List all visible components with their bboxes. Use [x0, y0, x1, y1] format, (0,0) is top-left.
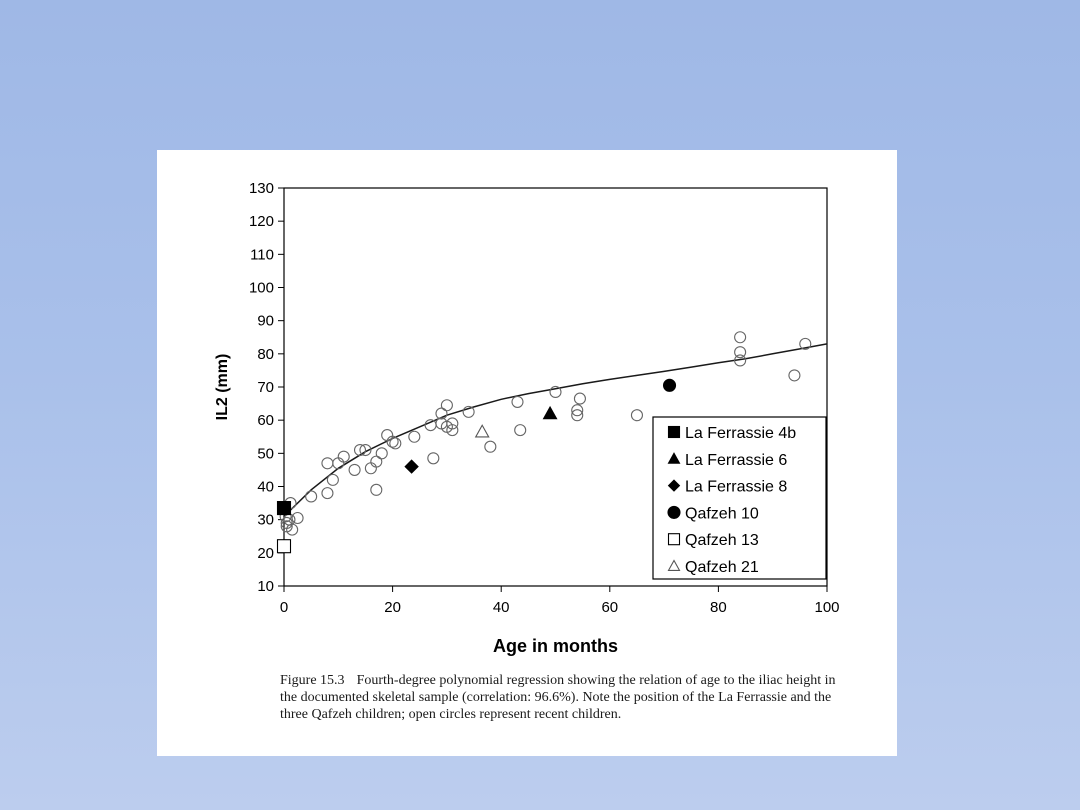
recent-children-point-41 — [734, 331, 747, 344]
qafzeh-10-point-0 — [662, 378, 677, 392]
recent-children-point-22 — [389, 437, 402, 450]
x-tick-label-80: 80 — [710, 599, 727, 616]
la-ferrassie-4b-point-0 — [276, 501, 292, 516]
x-tick-label-60: 60 — [601, 599, 618, 616]
recent-children-point-36 — [549, 385, 562, 399]
recent-children-point-31 — [446, 424, 459, 437]
legend-marker-qafzeh-13 — [667, 533, 681, 546]
recent-children-point-26 — [435, 407, 448, 420]
recent-children-point-23 — [408, 430, 421, 443]
recent-children-point-43 — [734, 354, 747, 367]
recent-children-point-35 — [514, 424, 527, 437]
recent-children-point-30 — [446, 417, 459, 430]
recent-children-point-42 — [734, 346, 747, 359]
y-tick-label-40: 40 — [257, 479, 274, 496]
recent-children-point-20 — [381, 429, 394, 442]
recent-children-point-39 — [573, 392, 586, 405]
x-tick-label-40: 40 — [493, 599, 510, 616]
y-tick-label-70: 70 — [257, 379, 274, 396]
recent-children-point-13 — [348, 463, 361, 476]
recent-children-point-21 — [386, 435, 399, 448]
y-tick-label-90: 90 — [257, 313, 274, 330]
x-axis-title: Age in months — [493, 636, 618, 656]
regression-curve — [283, 343, 828, 517]
recent-children-point-5 — [286, 523, 299, 536]
y-tick-label-60: 60 — [257, 412, 274, 429]
caption-text: Fourth-degree polynomial regression show… — [280, 673, 836, 722]
recent-children-point-32 — [462, 405, 475, 418]
legend: La Ferrassie 4b La Ferrassie 6 La Ferrassi… — [652, 416, 827, 580]
legend-label-la-ferrassie-4b: La Ferrassie 4b — [685, 425, 796, 442]
recent-children-point-38 — [571, 409, 584, 422]
legend-label-qafzeh-21: Qafzeh 21 — [685, 559, 759, 576]
qafzeh-13-point-0 — [276, 539, 292, 554]
legend-marker-la-ferrassie-4b — [667, 425, 681, 439]
legend-label-la-ferrassie-6: La Ferrassie 6 — [685, 452, 787, 469]
recent-children-point-10 — [326, 473, 339, 486]
y-tick-label-80: 80 — [257, 346, 274, 363]
recent-children-point-34 — [511, 395, 524, 408]
recent-children-point-19 — [375, 447, 388, 460]
recent-children-point-9 — [321, 487, 334, 500]
recent-children-point-28 — [440, 399, 453, 412]
scatter-chart: 10 20 30 40 50 60 70 80 90 100 110 120 130 0 20 40 60 80 1… — [214, 180, 840, 656]
recent-children-point-37 — [571, 404, 584, 417]
recent-children-point-15 — [359, 443, 372, 457]
caption-figure-number: Figure 15.3 — [280, 673, 345, 688]
y-tick-label-110: 110 — [250, 246, 274, 263]
figure-caption: Figure 15.3 Fourth-degree polynomial regr… — [280, 672, 850, 723]
x-tick-label-0: 0 — [280, 599, 288, 616]
legend-label-qafzeh-13: Qafzeh 13 — [685, 532, 759, 549]
y-tick-label-120: 120 — [249, 213, 274, 230]
legend-marker-qafzeh-10 — [667, 505, 681, 519]
legend-marker-la-ferrassie-8 — [667, 479, 681, 492]
recent-children-point-18 — [370, 483, 383, 496]
la-ferrassie-8-point-0 — [404, 459, 419, 474]
legend-label-qafzeh-10: Qafzeh 10 — [685, 505, 759, 522]
recent-children-point-24 — [424, 419, 437, 432]
la-ferrassie-6-point-0 — [542, 405, 558, 420]
y-tick-label-20: 20 — [257, 545, 274, 562]
legend-marker-qafzeh-21 — [667, 559, 681, 571]
qafzeh-21-point-0 — [474, 424, 490, 438]
recent-children-point-11 — [332, 457, 345, 470]
x-tick-label-100: 100 — [814, 599, 839, 616]
recent-children-point-33 — [484, 440, 497, 453]
recent-children-point-8 — [321, 457, 334, 470]
recent-children-point-6 — [291, 511, 304, 525]
axes: 10 20 30 40 50 60 70 80 90 100 110 120 130 0 20 40 60 80 1… — [214, 180, 840, 656]
legend-marker-la-ferrassie-6 — [667, 452, 681, 464]
data-points — [276, 331, 828, 554]
recent-children-point-25 — [427, 452, 440, 465]
figure-panel: 10 20 30 40 50 60 70 80 90 100 110 120 130 0 20 40 60 80 1… — [157, 150, 897, 756]
recent-children-point-7 — [305, 490, 318, 503]
y-tick-label-100: 100 — [249, 280, 274, 297]
legend-box — [652, 416, 827, 580]
recent-children-point-17 — [370, 455, 383, 468]
y-tick-label-30: 30 — [257, 512, 274, 529]
recent-children-point-14 — [353, 443, 367, 457]
y-tick-label-130: 130 — [249, 180, 274, 197]
y-tick-label-50: 50 — [257, 445, 274, 462]
recent-children-point-40 — [630, 409, 644, 422]
y-axis-title: IL2 (mm) — [214, 354, 231, 421]
x-tick-label-20: 20 — [384, 599, 401, 616]
y-tick-label-10: 10 — [257, 578, 274, 595]
recent-children-point-12 — [337, 450, 350, 463]
legend-label-la-ferrassie-8: La Ferrassie 8 — [685, 479, 787, 496]
recent-children-point-44 — [788, 369, 801, 382]
recent-children-point-45 — [799, 337, 812, 350]
recent-children-point-16 — [364, 462, 377, 475]
